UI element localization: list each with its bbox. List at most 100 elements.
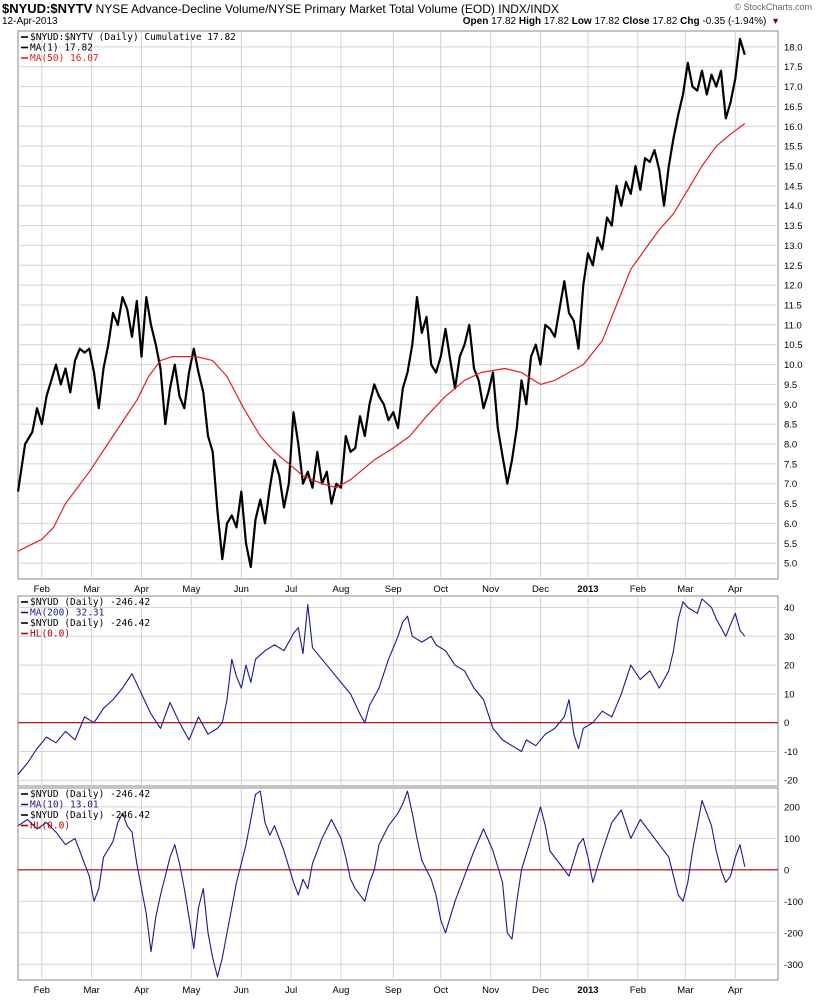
- open-value: 17.82: [491, 16, 517, 27]
- x-tick-label: Jun: [234, 584, 249, 595]
- legend-entry: MA(10) 13.01: [30, 800, 99, 811]
- x-tick-label: Sep: [385, 584, 402, 595]
- y-tick-label: 5.0: [784, 559, 797, 570]
- date-label: 12-Apr-2013: [2, 16, 58, 27]
- y-tick-label: -20: [784, 776, 798, 787]
- y-tick-label: 0: [784, 718, 789, 729]
- y-tick-label: 0: [784, 865, 789, 876]
- y-tick-label: 8.0: [784, 439, 797, 450]
- y-tick-label: 200: [784, 802, 800, 813]
- open-label: Open: [462, 16, 489, 27]
- y-tick-label: 5.5: [784, 539, 797, 550]
- y-tick-label: 18.0: [784, 42, 803, 53]
- y-tick-label: 15.0: [784, 162, 803, 173]
- ohlc-readout: Open 17.82 High 17.82 Low 17.82 Close 17…: [463, 16, 780, 27]
- description-label: NYSE Advance-Decline Volume/NYSE Primary…: [95, 2, 559, 16]
- x-tick-label: Dec: [532, 985, 549, 996]
- down-arrow-icon: ▼: [771, 16, 780, 26]
- x-tick-label: Aug: [333, 584, 350, 595]
- x-tick-label: Jun: [234, 985, 249, 996]
- y-tick-label: 17.5: [784, 62, 803, 73]
- x-tick-label: Apr: [728, 985, 743, 996]
- close-label: Close: [622, 16, 650, 27]
- legend-entry: $NYUD:$NYTV (Daily) Cumulative 17.82: [30, 32, 236, 43]
- y-tick-label: 6.5: [784, 499, 797, 510]
- legend-entry: MA(200) 32.31: [30, 608, 105, 619]
- x-tick-label: Mar: [83, 985, 99, 996]
- chg-value: -0.35 (-1.94%): [702, 16, 767, 27]
- x-tick-label: 2013: [577, 584, 598, 595]
- legend-entry: MA(50) 16.07: [30, 53, 99, 64]
- y-tick-label: -10: [784, 747, 798, 758]
- x-tick-label: Mar: [83, 584, 99, 595]
- legend-price: $NYUD:$NYTV (Daily) Cumulative 17.82MA(1…: [21, 32, 236, 64]
- y-tick-label: 7.5: [784, 459, 797, 470]
- y-tick-label: 12.0: [784, 281, 803, 292]
- y-tick-label: 20: [784, 661, 795, 672]
- chart-title: $NYUD:$NYTV NYSE Advance-Decline Volume/…: [2, 1, 559, 16]
- legend-entry: $NYUD (Daily) -246.42: [30, 810, 150, 821]
- y-tick-label: 11.5: [784, 301, 802, 312]
- low-label: Low: [571, 16, 592, 27]
- y-tick-label: 14.0: [784, 201, 803, 212]
- series-line-ma10: [17, 790, 746, 978]
- y-tick-label: 16.0: [784, 122, 803, 133]
- x-tick-label: May: [182, 584, 200, 595]
- high-label: High: [518, 16, 542, 27]
- legend-entry: $NYUD (Daily) -246.42: [30, 789, 150, 800]
- y-tick-label: 9.0: [784, 400, 797, 411]
- x-tick-label: Mar: [677, 584, 693, 595]
- close-value: 17.82: [652, 16, 678, 27]
- y-tick-label: 11.0: [784, 320, 802, 331]
- y-tick-label: 15.5: [784, 142, 803, 153]
- y-tick-label: 12.5: [784, 261, 803, 272]
- x-tick-label: Nov: [482, 985, 499, 996]
- series-line-cumulative: [16, 37, 746, 569]
- legend-entry: HL(0.0): [30, 629, 70, 640]
- x-tick-label: Apr: [134, 584, 149, 595]
- y-tick-label: -300: [784, 960, 803, 971]
- x-tick-label: Dec: [532, 584, 549, 595]
- x-tick-label: Feb: [34, 985, 50, 996]
- y-tick-label: 100: [784, 834, 800, 845]
- x-tick-label: Oct: [433, 584, 448, 595]
- x-tick-label: 2013: [577, 985, 598, 996]
- x-tick-label: Sep: [385, 985, 402, 996]
- x-tick-label: Feb: [34, 584, 50, 595]
- panel-frame-ma10: [17, 787, 779, 981]
- y-tick-label: 40: [784, 603, 795, 614]
- legend-entry: $NYUD (Daily) -246.42: [30, 597, 150, 608]
- x-tick-label: Mar: [677, 985, 693, 996]
- y-tick-label: 9.5: [784, 380, 797, 391]
- x-tick-label: Feb: [630, 584, 646, 595]
- brand-watermark: © StockCharts.com: [734, 2, 812, 12]
- series-line-ma200: [17, 598, 746, 775]
- x-tick-label: May: [182, 985, 200, 996]
- legend-entry: HL(0.0): [30, 821, 70, 832]
- x-tick-label: Aug: [333, 985, 350, 996]
- y-tick-label: 13.5: [784, 221, 803, 232]
- x-tick-label: Apr: [134, 985, 149, 996]
- legend-entry: MA(1) 17.82: [30, 43, 93, 54]
- y-tick-label: 16.5: [784, 102, 803, 113]
- x-tick-label: Feb: [630, 985, 646, 996]
- high-value: 17.82: [543, 16, 569, 27]
- low-value: 17.82: [594, 16, 620, 27]
- y-tick-label: 13.0: [784, 241, 803, 252]
- symbol-label: $NYUD:$NYTV: [2, 1, 93, 16]
- y-tick-label: 6.0: [784, 519, 797, 530]
- y-tick-label: 8.5: [784, 420, 797, 431]
- x-tick-label: Apr: [728, 584, 743, 595]
- y-tick-label: 7.0: [784, 479, 797, 490]
- panel-frame-ma200: [17, 595, 779, 787]
- legend-entry: $NYUD (Daily) -246.42: [30, 618, 150, 629]
- chg-label: Chg: [680, 16, 700, 27]
- y-tick-label: 17.0: [784, 82, 803, 93]
- y-tick-label: 10.5: [784, 340, 803, 351]
- series-line-ma50: [17, 123, 746, 552]
- x-tick-label: Oct: [433, 985, 448, 996]
- y-tick-label: 14.5: [784, 181, 803, 192]
